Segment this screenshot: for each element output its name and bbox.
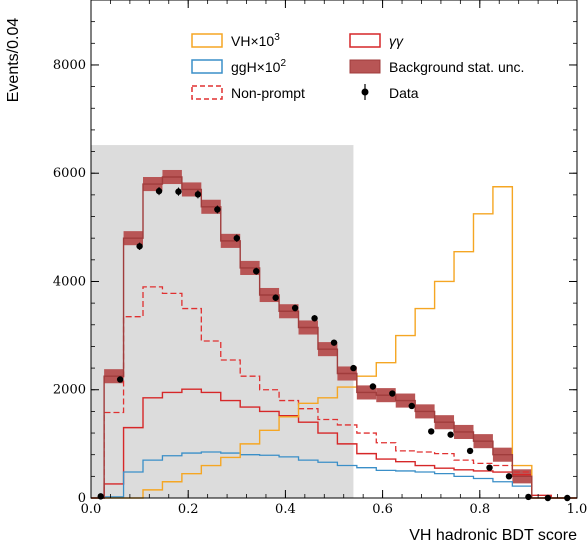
legend-ggh-swatch: [191, 59, 223, 74]
data-point: [155, 187, 163, 195]
x-tick-label: 0.6: [372, 502, 393, 517]
legend-gg-label: γγ: [389, 33, 404, 49]
legend-gg-swatch: [349, 33, 381, 48]
y-tick-label: 6000: [53, 166, 86, 181]
data-point: [389, 390, 396, 397]
legend-nonprompt-swatch: [191, 85, 223, 100]
legend-data-marker: [361, 88, 369, 96]
y-tick-label: 4000: [53, 274, 86, 289]
data-point: [505, 473, 513, 480]
legend-vh-swatch: [191, 33, 223, 48]
y-tick-label: 2000: [53, 383, 86, 398]
data-point: [253, 267, 260, 275]
legend-nonprompt-label: Non-prompt: [231, 85, 305, 101]
nonprompt-line: [91, 286, 577, 499]
data-point: [175, 188, 182, 195]
gammagamma-line: [91, 388, 577, 499]
x-tick-label: 0.0: [81, 502, 102, 517]
data-point: [428, 428, 435, 435]
data-point: [408, 402, 415, 410]
plot-frame: [90, 0, 578, 499]
legend: VH×103 ggH×102 Non-prompt γγ Background …: [191, 32, 524, 101]
legend-ggh-label: ggH×102: [231, 58, 286, 75]
axis-layer: 0.0 0.2 0.4 0.6 0.8 1.0 0 2000 4000 6000 8000: [53, 0, 587, 517]
x-tick-label: 1.0: [567, 502, 587, 517]
data-point: [466, 447, 474, 455]
data-point: [136, 243, 143, 250]
data-point: [97, 493, 104, 500]
legend-bkg-swatch: [349, 59, 381, 74]
data-point: [447, 431, 454, 438]
data-point: [330, 339, 338, 346]
data-point: [272, 294, 279, 301]
legend-data-label: Data: [389, 85, 419, 101]
legend-bkg-label: Background stat. unc.: [389, 59, 524, 75]
ggh-line: [91, 451, 577, 499]
data-point: [311, 315, 318, 322]
data-point: [194, 191, 202, 198]
data-point: [233, 234, 240, 242]
data-point: [214, 206, 221, 213]
data-point: [291, 304, 299, 312]
plot-layer: [91, 145, 577, 502]
x-tick-label: 0.8: [469, 502, 490, 517]
y-tick-label: 8000: [53, 58, 86, 73]
data-point: [486, 464, 493, 471]
x-axis-title: VH hadronic BDT score: [409, 527, 577, 544]
y-tick-label: 0: [78, 491, 86, 506]
legend-vh-label: VH×103: [231, 32, 280, 49]
data-point: [525, 493, 532, 501]
x-tick-label: 0.2: [178, 502, 199, 517]
data-point: [116, 376, 124, 383]
vh-line: [91, 186, 577, 499]
data-point: [369, 383, 377, 390]
x-tick-label: 0.4: [275, 502, 296, 517]
y-axis-title: Events/0.04: [5, 18, 22, 103]
data-point: [350, 364, 357, 372]
total-background-line: [91, 176, 577, 499]
